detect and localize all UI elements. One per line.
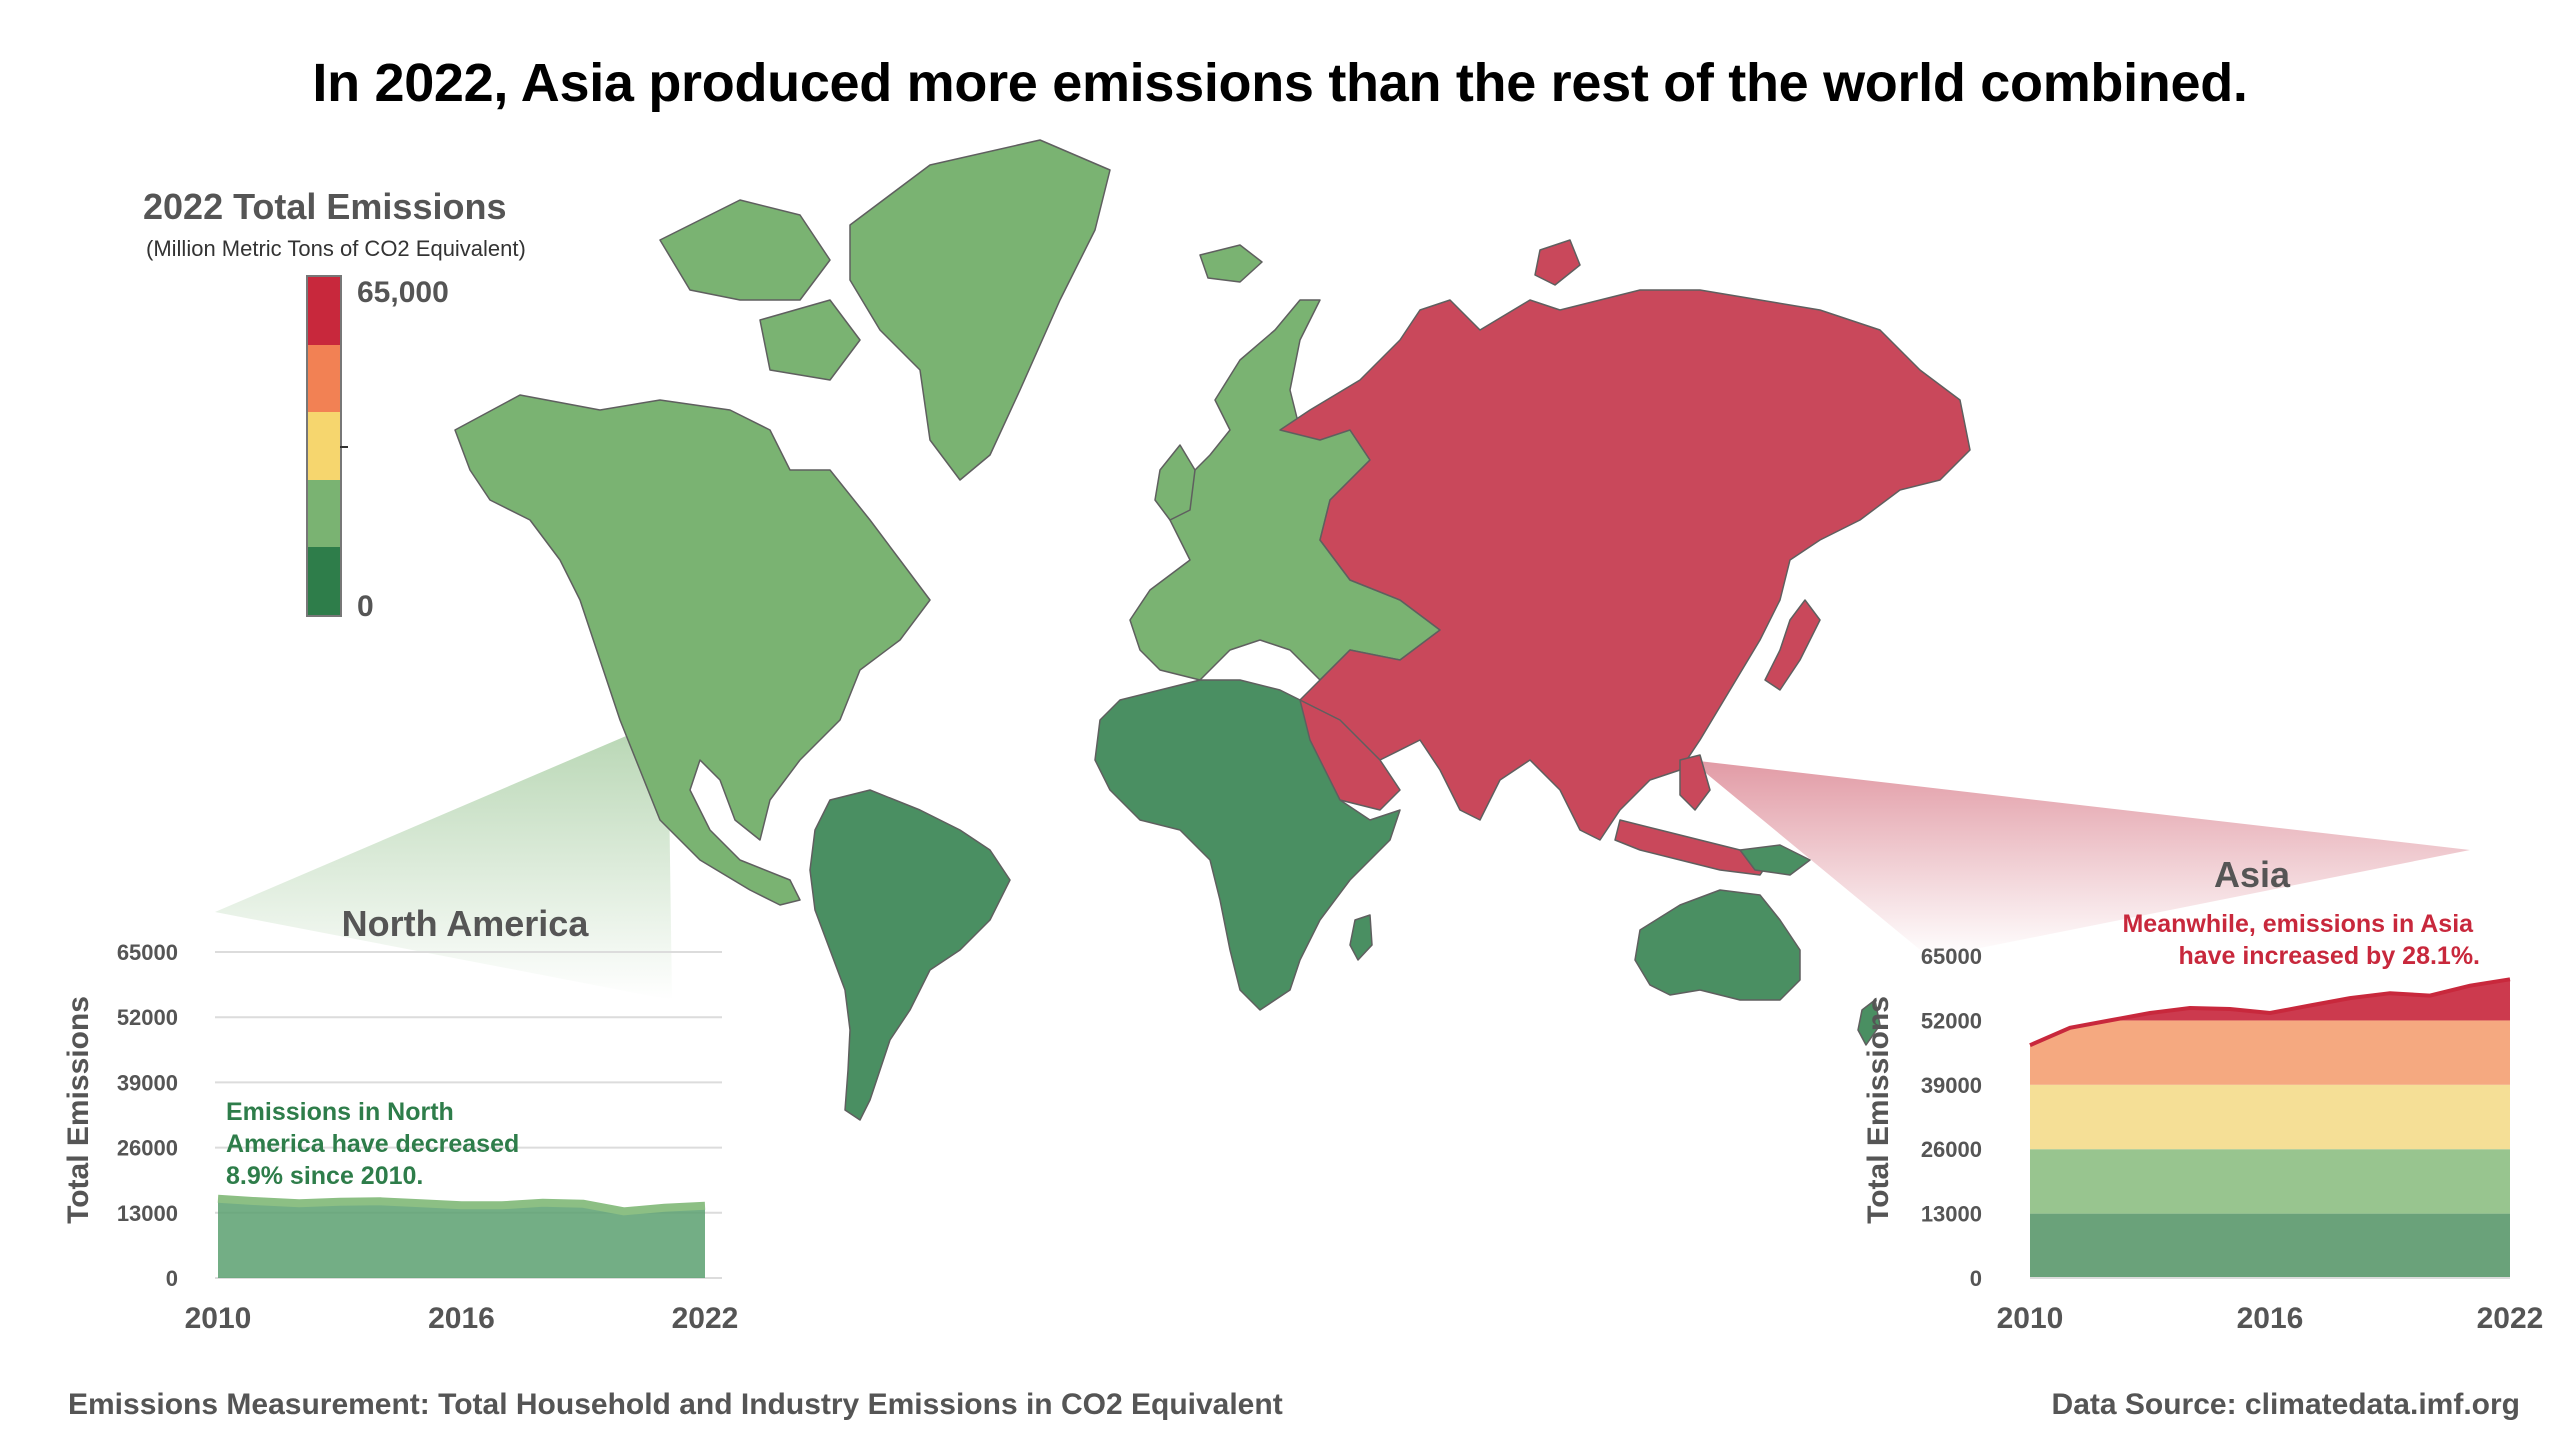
legend-swatch-2: [308, 344, 340, 413]
as-y-tick-label: 39000: [1921, 1073, 1982, 1098]
asia-annotation-line-2: have increased by 28.1%.: [2178, 942, 2480, 970]
north-america-annotation-line-2: America have decreased: [226, 1130, 519, 1158]
north-america-callout-funnel: [215, 718, 672, 1000]
legend-min-label: 0: [357, 590, 374, 623]
map-iceland: [1199, 244, 1263, 283]
na-y-tick-label: 52000: [117, 1005, 178, 1030]
chart-title: In 2022, Asia produced more emissions th…: [312, 53, 2248, 113]
as-y-tick-label: 26000: [1921, 1137, 1982, 1162]
na-y-tick-label: 65000: [117, 940, 178, 965]
legend-swatch-4: [308, 479, 340, 548]
map-greenland: [849, 139, 1111, 481]
north-america-chart: North America 0 13000 26000 39000 52000 65000…: [62, 903, 738, 1335]
legend-title: 2022 Total Emissions: [143, 186, 507, 227]
asia-chart-title: Asia: [2214, 854, 2291, 895]
as-x-tick-label: 2010: [1997, 1302, 2064, 1335]
legend-color-scale: [306, 275, 342, 617]
na-y-tick-label: 0: [166, 1266, 178, 1291]
map-arctic-islands: [659, 199, 831, 301]
asia-area: [2030, 979, 2510, 1278]
legend-max-label: 65,000: [357, 276, 449, 309]
north-america-chart-title: North America: [342, 903, 590, 944]
as-y-tick-label: 0: [1970, 1266, 1982, 1291]
footer-measurement-note: Emissions Measurement: Total Household a…: [68, 1388, 1283, 1421]
as-y-tick-label: 52000: [1921, 1008, 1982, 1033]
legend-swatch-3: [308, 412, 340, 480]
asia-annotation: Meanwhile, emissions in Asia have increa…: [2122, 910, 2480, 970]
as-y-tick-label: 65000: [1921, 944, 1982, 969]
map-british-isles: [1154, 444, 1196, 521]
map-svalbard: [1534, 239, 1581, 286]
asia-y-axis-label: Total Emissions: [1862, 996, 1895, 1224]
as-y-tick-label: 13000: [1921, 1202, 1982, 1227]
footer-data-source: Data Source: climatedata.imf.org: [2051, 1388, 2520, 1421]
asia-line: [2029, 977, 2511, 1048]
map-madagascar: [1349, 914, 1373, 961]
asia-chart: Asia 0 13000 26000 39000 52000 65000 2010 2016…: [1862, 854, 2543, 1335]
na-x-tick-label: 2022: [672, 1302, 739, 1335]
as-band-1: [2030, 1213, 2510, 1278]
as-band-4: [2030, 1020, 2510, 1085]
map-japan: [1764, 599, 1821, 691]
map-philippines: [1679, 754, 1711, 811]
asia-callout-funnel: [1690, 760, 2470, 958]
legend-swatch-5: [308, 547, 340, 615]
na-y-tick-label: 39000: [117, 1070, 178, 1095]
as-band-3: [2030, 1084, 2510, 1150]
map-north-america: [454, 394, 931, 906]
map-southeast-asia-islands: [1614, 819, 1771, 876]
map-new-guinea: [1739, 844, 1811, 876]
na-x-tick-label: 2010: [185, 1302, 252, 1335]
map-south-america: [809, 789, 1011, 1121]
as-area-above-mask: [2030, 956, 2510, 1046]
legend-swatch-1: [308, 277, 340, 345]
map-africa: [1094, 679, 1401, 1011]
north-america-y-axis-label: Total Emissions: [62, 996, 95, 1224]
north-america-annotation-line-1: Emissions in North: [226, 1098, 454, 1126]
as-x-tick-label: 2022: [2477, 1302, 2544, 1335]
map-arctic-islands-2: [759, 299, 861, 381]
north-america-annotation-line-3: 8.9% since 2010.: [226, 1162, 423, 1190]
na-y-tick-label: 13000: [117, 1201, 178, 1226]
as-x-tick-label: 2016: [2237, 1302, 2304, 1335]
north-america-line: [217, 1194, 706, 1216]
north-america-area: [218, 1198, 705, 1278]
asia-annotation-line-1: Meanwhile, emissions in Asia: [2122, 910, 2474, 938]
legend-tick-mark: [340, 446, 348, 448]
as-band-2: [2030, 1149, 2510, 1214]
map-new-zealand: [1857, 999, 1881, 1046]
legend-subtitle: (Million Metric Tons of CO2 Equivalent): [146, 236, 526, 261]
map-asia: [1279, 289, 1971, 841]
na-y-tick-label: 26000: [117, 1136, 178, 1161]
na-x-tick-label: 2016: [428, 1302, 495, 1335]
north-america-annotation: Emissions in North America have decrease…: [226, 1098, 526, 1190]
map-australia: [1634, 889, 1801, 1001]
